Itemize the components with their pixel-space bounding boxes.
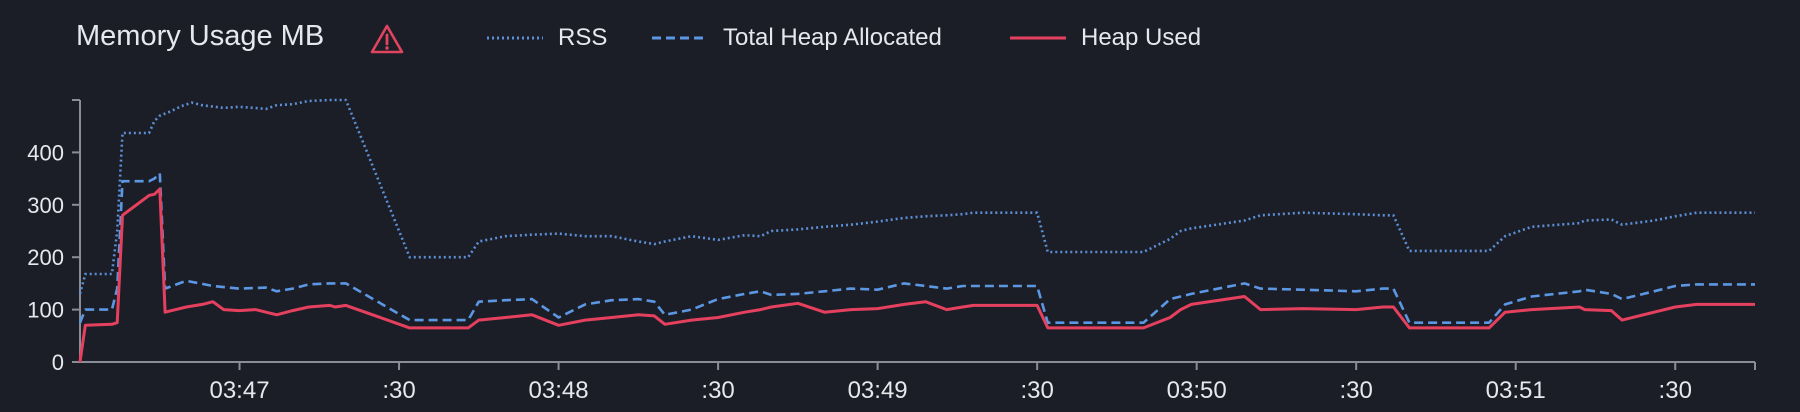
- chart-title: Memory Usage MB: [76, 20, 325, 52]
- legend-item-total-heap[interactable]: Total Heap Allocated: [651, 24, 942, 52]
- x-tick-label: :30: [1020, 377, 1053, 404]
- legend-label-heap-used: Heap Used: [1081, 24, 1202, 51]
- x-tick-label: 03:51: [1486, 377, 1546, 404]
- y-tick-label: 400: [27, 140, 64, 165]
- warning-triangle-icon[interactable]: [370, 23, 404, 55]
- x-tick-label: 03:48: [529, 377, 589, 404]
- y-tick-label: 300: [27, 193, 64, 218]
- y-tick-label: 200: [27, 245, 64, 270]
- legend-label-total-heap: Total Heap Allocated: [723, 24, 942, 51]
- legend-item-heap-used[interactable]: Heap Used: [1009, 24, 1201, 52]
- y-tick-label: 0: [52, 350, 64, 375]
- series-line-heap-used[interactable]: [78, 187, 1755, 363]
- x-tick-label: :30: [1659, 377, 1692, 404]
- x-tick-label: :30: [701, 377, 734, 404]
- legend-swatch-solid: [1010, 36, 1066, 40]
- x-tick-label: 03:49: [848, 377, 908, 404]
- x-tick-label: :30: [1340, 377, 1373, 404]
- legend-swatch-dotted: [487, 36, 543, 40]
- y-tick-label: 100: [27, 298, 64, 323]
- series-line-total-heap-allocated[interactable]: [78, 172, 1755, 325]
- legend-label-rss: RSS: [558, 24, 608, 51]
- x-tick-label: 03:47: [209, 377, 269, 404]
- legend-swatch-dashed: [652, 36, 708, 40]
- legend-item-rss[interactable]: RSS: [486, 24, 607, 52]
- x-tick-label: 03:50: [1167, 377, 1227, 404]
- series-line-rss[interactable]: [78, 98, 1755, 295]
- x-tick-label: :30: [382, 377, 415, 404]
